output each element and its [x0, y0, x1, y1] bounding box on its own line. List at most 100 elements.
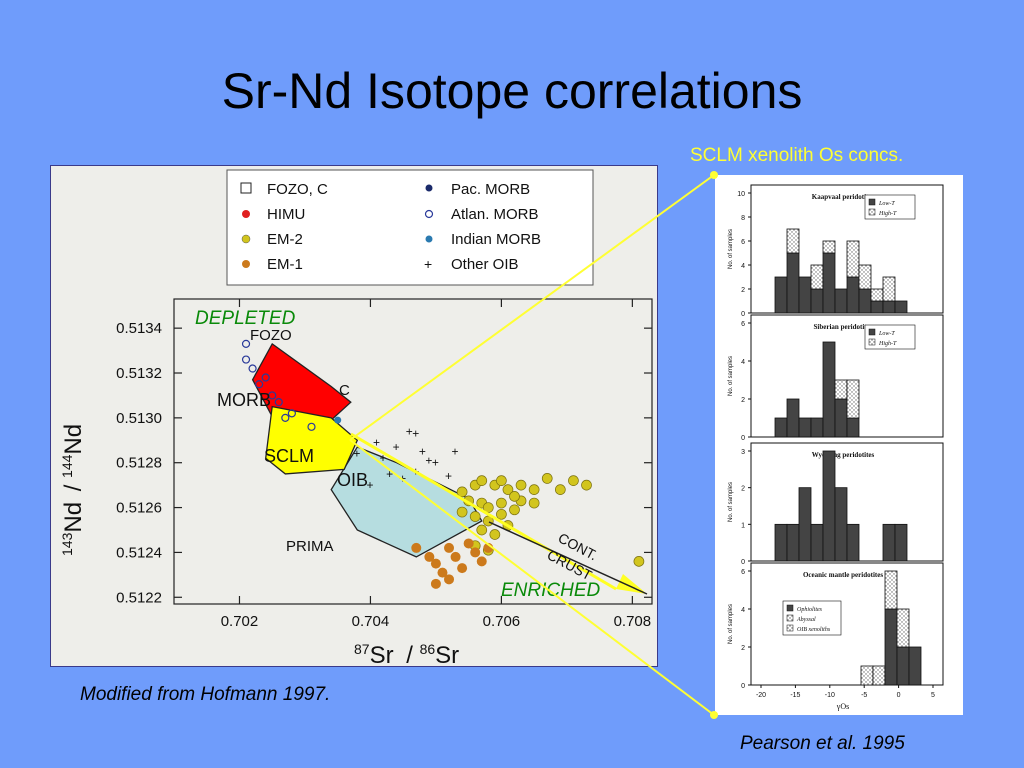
- oib-label: OIB: [337, 470, 368, 490]
- y-tick-label: 0.5128: [116, 455, 162, 472]
- legend-em1: EM-1: [267, 256, 303, 273]
- em2-point: [476, 524, 488, 536]
- hist-y-tick-label: 0: [741, 559, 745, 566]
- hist-bar: [882, 276, 896, 302]
- legend-em2-marker: [241, 234, 251, 244]
- x-tick-label: 0.702: [221, 613, 259, 630]
- em2-point: [554, 484, 566, 495]
- other-oib-point: +: [432, 456, 439, 470]
- y-axis-title: 143Nd / 144Nd: [59, 424, 87, 556]
- legend-box: [226, 169, 594, 286]
- hist-y-tick-label: 1: [741, 522, 745, 529]
- legend-em1-marker: [242, 260, 250, 268]
- hist-bar: [846, 240, 860, 278]
- sclm-field: [265, 405, 359, 475]
- hist-y-label: No. of samples: [728, 482, 734, 522]
- em1-point: [470, 547, 481, 558]
- os-histogram-figure: 0 2 4 6 8 10 No. of samples Kaapvaal peridotite…: [715, 175, 963, 715]
- em1-point: [450, 551, 461, 562]
- em2-point: [489, 529, 501, 540]
- hist-legend-swatch: [868, 338, 876, 346]
- hist-legend-swatch: [786, 604, 794, 612]
- other-oib-point: +: [373, 436, 380, 450]
- atlan-morb-point: [287, 409, 296, 418]
- atlan-morb-point: [274, 398, 283, 407]
- hist-y-tick-label: 4: [741, 359, 745, 366]
- hist-y-tick-label: 0: [741, 683, 745, 690]
- em2-point: [496, 497, 507, 509]
- legend-atlan-morb-marker: [424, 209, 434, 219]
- hist-legend: Low-T High-T: [864, 324, 916, 350]
- hist-legend-swatch: [868, 208, 876, 216]
- other-oib-point: +: [386, 467, 393, 481]
- hist-legend-label: High-T: [878, 341, 897, 347]
- hist-legend-label: Low-T: [878, 201, 895, 207]
- em1-point: [437, 567, 448, 578]
- em1-point: [457, 563, 468, 574]
- em1-point: [430, 578, 441, 589]
- other-oib-point: +: [399, 471, 406, 485]
- connector-line-top: [349, 174, 715, 441]
- em2-point: [456, 486, 468, 498]
- x-axis-title: 87Sr / 86Sr: [354, 641, 459, 668]
- hist-title: Oceanic mantle peridotites: [803, 571, 883, 579]
- legend-indian-morb-marker: [425, 235, 433, 243]
- hist-y-tick-label: 2: [741, 645, 745, 652]
- hist-y-tick-label: 2: [741, 486, 745, 493]
- histogram-panel: 0 2 4 6 8 10 No. of samples Kaapvaal peridotite…: [728, 184, 944, 318]
- atlan-morb-point: [248, 364, 257, 373]
- hist-y-tick-label: 8: [741, 215, 745, 222]
- em2-point: [469, 511, 481, 522]
- prima-label: PRIMA: [286, 538, 334, 555]
- depleted-label: DEPLETED: [195, 308, 296, 329]
- hofmann-credit: Modified from Hofmann 1997.: [80, 684, 331, 705]
- em2-point: [496, 508, 507, 520]
- hist-x-tick-label: -10: [825, 692, 835, 699]
- atlan-morb-point: [307, 422, 316, 431]
- legend-himu: HIMU: [267, 206, 305, 223]
- hist-title: Kaapvaal peridotites: [812, 193, 875, 201]
- plot-frame: [173, 298, 653, 605]
- em2-point: [515, 479, 527, 491]
- legend-other-oib: Other OIB: [451, 256, 519, 273]
- legend-fozo-c: FOZO, C: [267, 181, 328, 198]
- em2-point: [476, 475, 488, 487]
- y-tick-label: 0.5130: [116, 410, 162, 427]
- hist-bar: [846, 523, 860, 562]
- em2-point: [528, 497, 540, 509]
- sr-nd-scatter-svg: FOZO, C HIMU EM-2 EM-1 Pac. MORB Atlan. …: [59, 169, 653, 668]
- sr-nd-scatter-figure: FOZO, C HIMU EM-2 EM-1 Pac. MORB Atlan. …: [50, 165, 658, 668]
- em1-point: [444, 574, 455, 585]
- other-oib-point: +: [393, 440, 400, 454]
- em1-point: [430, 558, 441, 569]
- hist-y-tick-label: 4: [741, 607, 745, 614]
- atlan-morb-point: [281, 413, 290, 422]
- data-points: +++++++++++++++: [241, 339, 645, 589]
- pearson-credit: Pearson et al. 1995: [740, 733, 905, 754]
- hist-x-tick-label: -5: [861, 692, 867, 699]
- hist-y-label: No. of samples: [728, 604, 734, 644]
- atlan-morb-point: [261, 373, 270, 382]
- connector-dot-top: [710, 171, 718, 179]
- x-tick-label: 0.708: [614, 613, 652, 630]
- fozo-label: FOZO: [250, 327, 292, 344]
- hist-x-tick-label: -15: [790, 692, 800, 699]
- atlan-morb-point: [268, 391, 277, 400]
- hist-legend-label: High-T: [878, 211, 897, 217]
- em2-point: [502, 484, 514, 495]
- em1-point: [411, 542, 422, 553]
- enrichment-arrow: [350, 432, 617, 591]
- other-oib-point: +: [406, 424, 413, 438]
- hist-y-tick-label: 0: [741, 435, 745, 442]
- em2-point: [568, 475, 579, 487]
- axis-ticks: 0.702 0.704 0.706 0.708 0.5122 0.5124 0.5126 0.…: [116, 299, 652, 630]
- em2-point: [528, 484, 540, 495]
- legend-em2: EM-2: [267, 231, 303, 248]
- legend-plus-marker: +: [424, 256, 432, 272]
- legend-indian-morb: Indian MORB: [451, 231, 541, 248]
- other-oib-point: +: [445, 469, 452, 483]
- hist-y-tick-label: 0: [741, 311, 745, 318]
- hist-y-label: No. of samples: [728, 229, 734, 269]
